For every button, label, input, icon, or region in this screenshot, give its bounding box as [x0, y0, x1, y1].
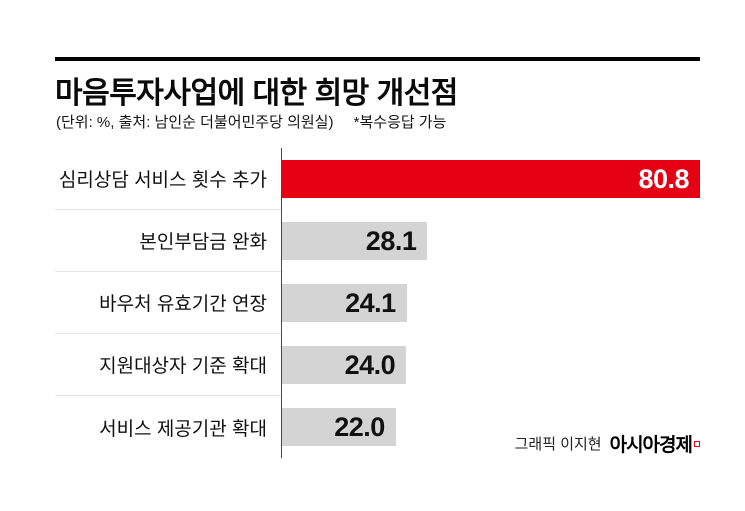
bar-chart: 심리상담 서비스 횟수 추가 80.8 본인부담금 완화 28.1 바우처 유효… — [55, 148, 700, 458]
bar: 24.0 — [282, 346, 407, 384]
subtitle-row: (단위: %, 출처: 남인순 더불어민주당 의원실) *복수응답 가능 — [56, 111, 446, 132]
bar-area: 24.1 — [281, 272, 700, 334]
brand-logo: 아시아경제 — [609, 435, 693, 456]
bar-row: 심리상담 서비스 횟수 추가 80.8 — [55, 148, 700, 210]
bar: 80.8 — [282, 160, 700, 198]
value-label: 24.0 — [344, 349, 396, 380]
category-label-cell: 서비스 제공기관 확대 — [55, 396, 281, 458]
category-label: 지원대상자 기준 확대 — [99, 356, 267, 377]
category-label: 서비스 제공기관 확대 — [99, 418, 267, 440]
category-label-cell: 바우처 유효기간 연장 — [55, 272, 281, 334]
graphic-credit: 그래픽 이지현 — [514, 436, 602, 453]
brand-mark-icon — [694, 441, 700, 447]
value-label: 80.8 — [638, 163, 689, 194]
bar-area: 28.1 — [281, 210, 700, 272]
bar-row: 바우처 유효기간 연장 24.1 — [55, 272, 700, 334]
bar-row: 본인부담금 완화 28.1 — [55, 210, 700, 272]
category-label: 바우처 유효기간 연장 — [99, 294, 267, 315]
category-label-cell: 심리상담 서비스 횟수 추가 — [55, 148, 281, 210]
bar: 22.0 — [282, 408, 396, 446]
category-label-cell: 지원대상자 기준 확대 — [55, 334, 281, 396]
value-label: 28.1 — [365, 225, 417, 256]
top-rule — [55, 57, 700, 61]
bar-area: 80.8 — [281, 148, 700, 210]
bar-area: 22.0 — [281, 396, 700, 458]
category-label-cell: 본인부담금 완화 — [55, 210, 281, 272]
value-label: 24.1 — [345, 287, 396, 318]
multi-answer-note: *복수응답 가능 — [353, 114, 447, 131]
bar-row: 지원대상자 기준 확대 24.0 — [55, 334, 700, 396]
chart-subtitle: (단위: %, 출처: 남인순 더불어민주당 의원실) — [56, 114, 334, 131]
bar: 28.1 — [282, 222, 428, 260]
bar-row: 서비스 제공기관 확대 22.0 — [55, 396, 700, 458]
credit-line: 그래픽 이지현 아시아경제 — [515, 430, 700, 457]
bar-area: 24.0 — [281, 334, 700, 396]
category-label: 본인부담금 완화 — [139, 232, 267, 253]
category-label: 심리상담 서비스 횟수 추가 — [58, 170, 267, 191]
page-title: 마음투자사업에 대한 희망 개선점 — [55, 77, 458, 110]
value-label: 22.0 — [334, 411, 385, 442]
bar: 24.1 — [282, 284, 407, 322]
